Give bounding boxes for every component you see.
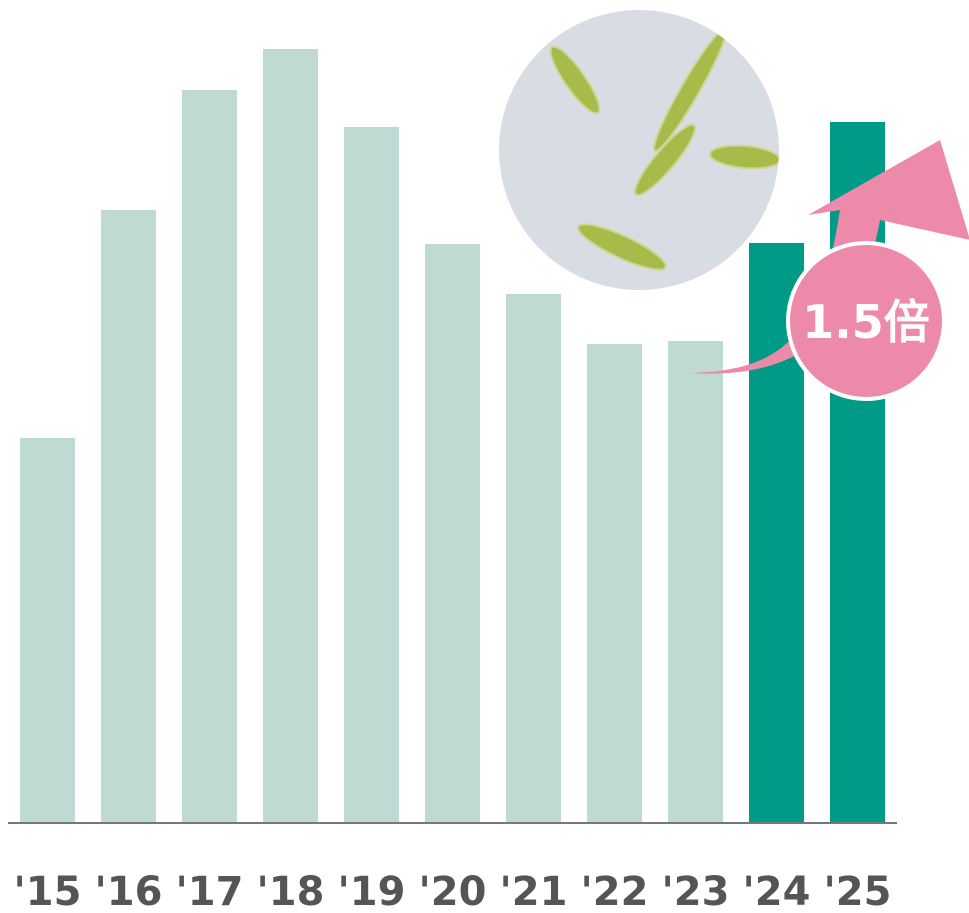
x-tick-label: '24 [743, 869, 811, 913]
x-tick-label: '21 [500, 869, 568, 913]
annotation: 1.5倍 [802, 295, 930, 349]
x-tick-label: '19 [338, 869, 406, 913]
photo [499, 10, 781, 290]
x-tick-label: '17 [176, 869, 244, 913]
bar [101, 210, 156, 823]
bar [506, 294, 561, 823]
x-tick-label: '25 [824, 869, 892, 913]
x-tick-label: '15 [14, 869, 82, 913]
bar [182, 90, 237, 823]
x-tick-label: '23 [662, 869, 730, 913]
bar [344, 127, 399, 823]
bar [425, 244, 480, 823]
bar [20, 438, 75, 823]
x-tick-label: '20 [419, 869, 487, 913]
bar [263, 49, 318, 823]
bar [587, 344, 642, 823]
x-tick-label: '18 [257, 869, 325, 913]
chart: 1.5倍 '15 '16 '17 '18 '19 '20 '21 '22 '23 '24 '25 [0, 0, 969, 913]
x-tick-label: '16 [95, 869, 163, 913]
bar [668, 341, 723, 823]
x-tick-label: '22 [581, 869, 649, 913]
